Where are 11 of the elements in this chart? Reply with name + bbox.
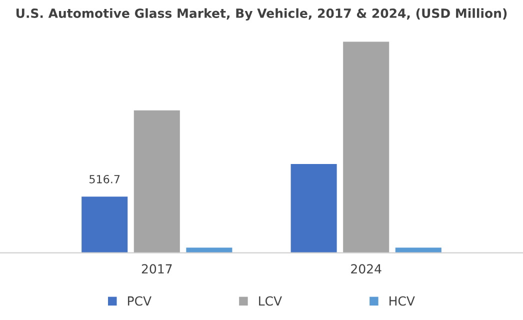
- bar: [134, 110, 180, 253]
- legend-label: HCV: [390, 296, 415, 306]
- chart-title: U.S. Automotive Glass Market, By Vehicle, 2017 & 2024, (USD Million): [16, 8, 507, 20]
- x-tick-label: 2024: [351, 264, 382, 274]
- bar: [82, 196, 128, 253]
- legend-label: PCV: [128, 296, 152, 306]
- legend-label: LCV: [259, 296, 282, 306]
- bar: [343, 42, 390, 253]
- x-tick-label: 2017: [142, 264, 172, 274]
- bar: [290, 164, 337, 253]
- data-label: 516.7: [90, 174, 120, 184]
